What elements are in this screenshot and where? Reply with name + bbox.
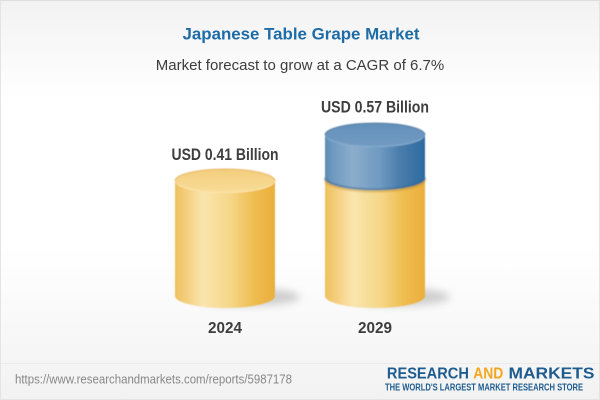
svg-text:RESEARCH: RESEARCH bbox=[387, 365, 469, 382]
svg-text:2029: 2029 bbox=[358, 320, 392, 337]
svg-text:MARKETS: MARKETS bbox=[509, 365, 595, 382]
svg-text:2024: 2024 bbox=[208, 320, 242, 337]
svg-text:Market forecast to grow at a C: Market forecast to grow at a CAGR of 6.7… bbox=[156, 57, 444, 74]
svg-text:THE WORLD'S LARGEST MARKET RES: THE WORLD'S LARGEST MARKET RESEARCH STOR… bbox=[385, 381, 583, 393]
svg-text:Japanese Table Grape Market: Japanese Table Grape Market bbox=[183, 25, 420, 44]
svg-text:USD 0.57 Billion: USD 0.57 Billion bbox=[321, 98, 429, 117]
svg-text:https://www.researchandmarkets: https://www.researchandmarkets.com/repor… bbox=[15, 372, 292, 387]
svg-text:AND: AND bbox=[473, 365, 503, 382]
svg-text:USD 0.41 Billion: USD 0.41 Billion bbox=[172, 145, 279, 164]
